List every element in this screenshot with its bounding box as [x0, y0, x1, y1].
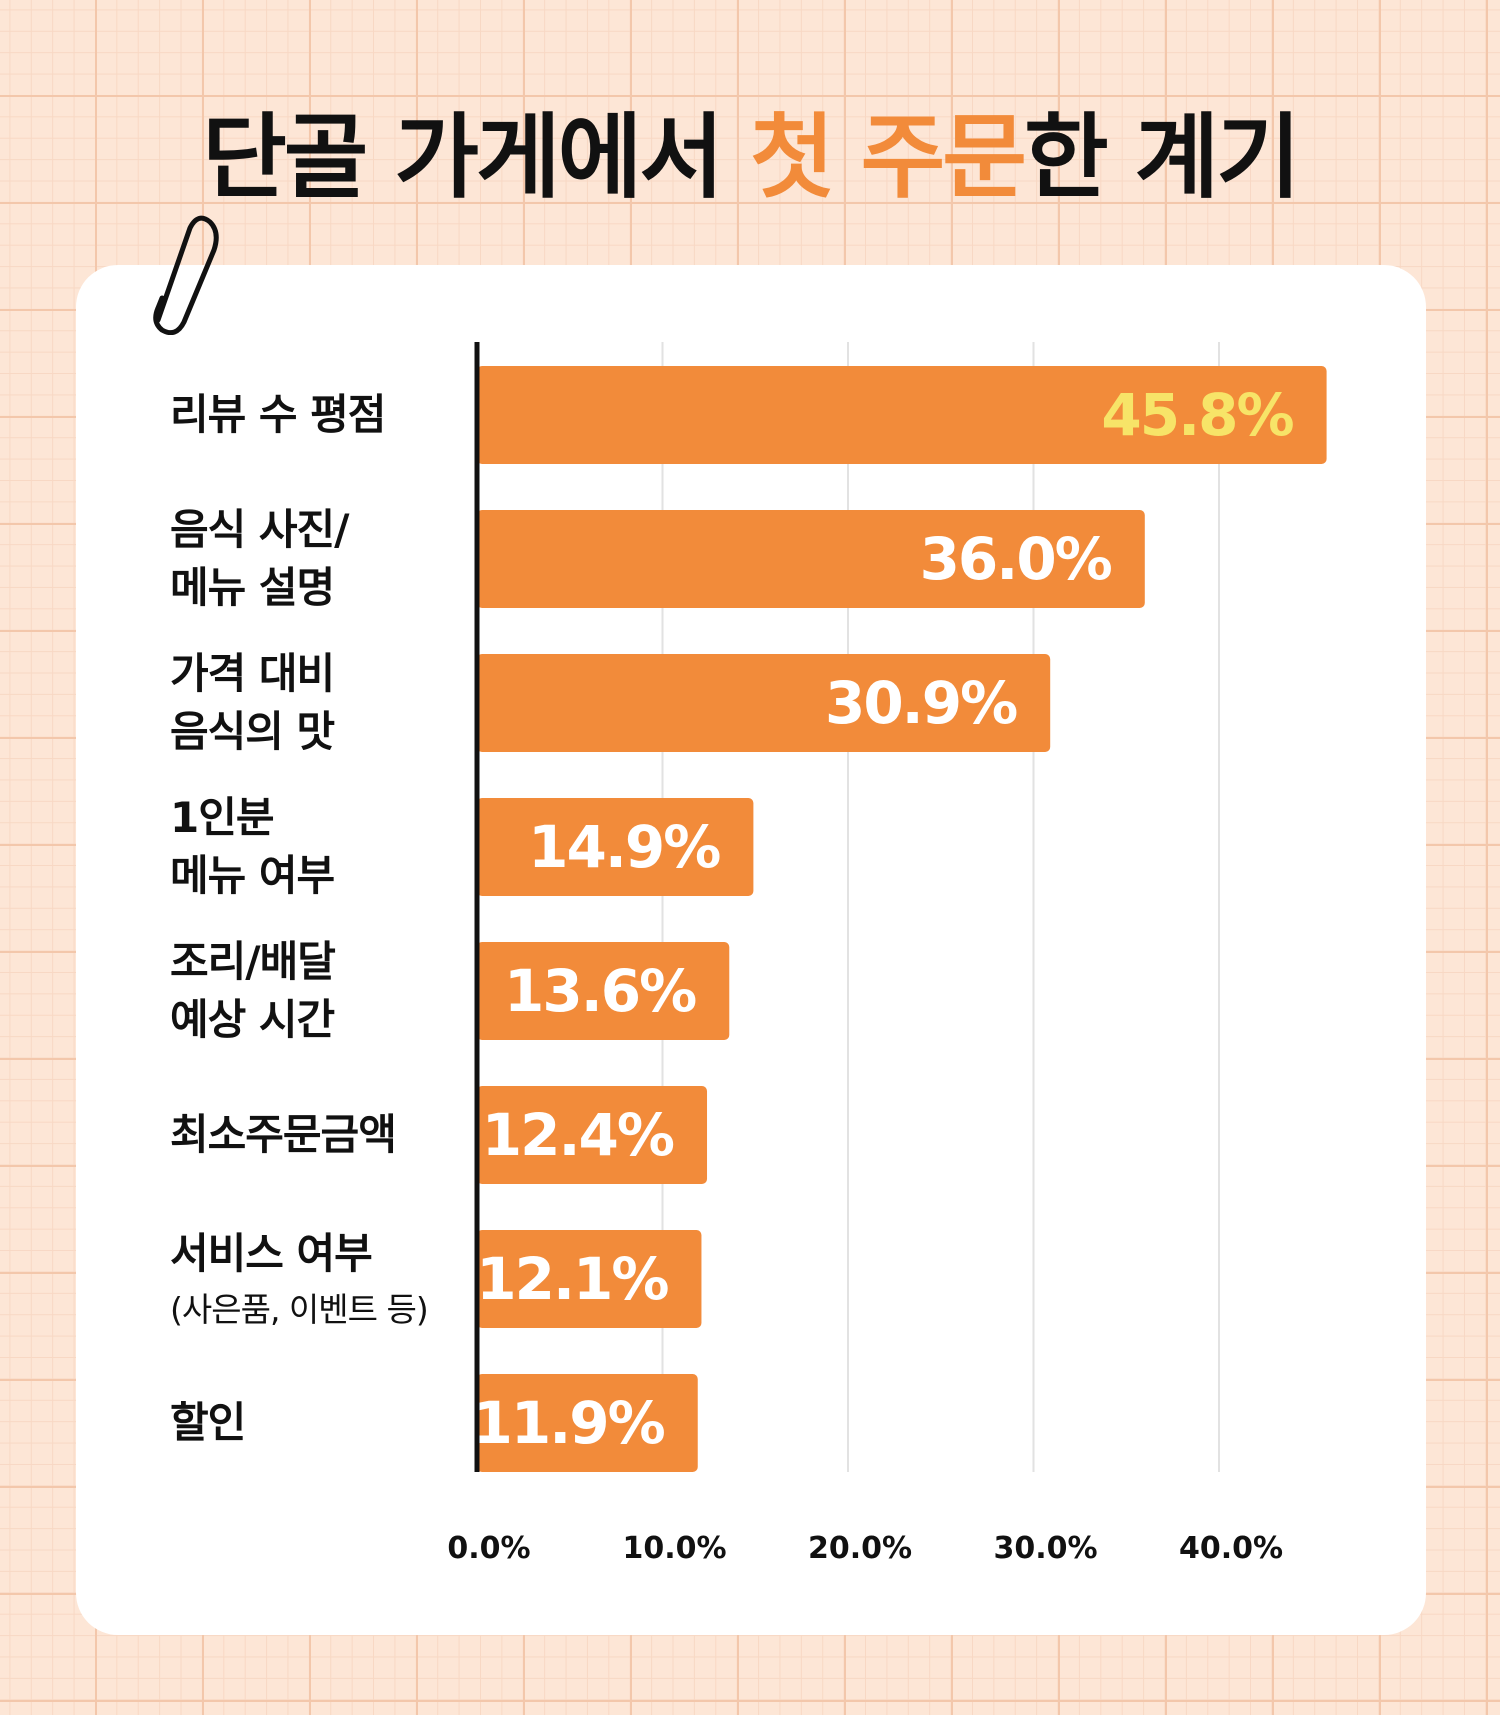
- x-tick-label: 40.0%: [1179, 1531, 1283, 1566]
- category-label-line: 조리/배달: [170, 937, 336, 986]
- category-label-line: 가격 대비: [170, 649, 335, 698]
- data-label: 30.9%: [825, 669, 1017, 737]
- category-label: 음식 사진/메뉴 설명: [170, 501, 350, 617]
- bar: [477, 942, 730, 1040]
- bar: [477, 798, 754, 896]
- category-label-line: 음식 사진/: [170, 505, 350, 554]
- paperclip-icon: [153, 215, 219, 335]
- bar: [477, 654, 1051, 752]
- x-tick-label: 30.0%: [993, 1531, 1097, 1566]
- x-tick-label: 0.0%: [447, 1531, 530, 1566]
- bar: [477, 366, 1327, 464]
- x-tick-label: 10.0%: [622, 1531, 726, 1566]
- category-label-line: 메뉴 여부: [170, 851, 335, 900]
- title-part-2: 한 계기: [1023, 104, 1301, 211]
- category-label-line: 리뷰 수 평점: [170, 390, 386, 439]
- title-highlight: 첫 주문: [750, 104, 1027, 211]
- data-label: 36.0%: [920, 525, 1112, 593]
- data-label: 11.9%: [473, 1389, 665, 1457]
- category-label-line: 음식의 맛: [170, 707, 335, 756]
- category-label: 서비스 여부 (사은품, 이벤트 등): [170, 1225, 429, 1333]
- data-label: 12.1%: [476, 1245, 668, 1313]
- bar: [477, 1086, 708, 1184]
- category-label: 리뷰 수 평점: [170, 386, 386, 444]
- category-label: 할인: [170, 1394, 246, 1452]
- chart-title: 단골 가게에서 첫 주문한 계기: [0, 112, 1500, 204]
- category-label-line: (사은품, 이벤트 등): [170, 1290, 429, 1329]
- category-label-line: 최소주문금액: [170, 1110, 397, 1159]
- x-tick-label: 20.0%: [808, 1531, 912, 1566]
- data-label: 13.6%: [504, 957, 696, 1025]
- data-label: 12.4%: [482, 1101, 674, 1169]
- data-label: 45.8%: [1101, 381, 1293, 449]
- bar: [477, 1374, 698, 1472]
- title-part-1: 단골 가게에서: [202, 104, 750, 211]
- data-label: 14.9%: [528, 813, 720, 881]
- bar: [477, 510, 1145, 608]
- category-label-line: 1인분: [170, 793, 275, 842]
- category-label-line: 서비스 여부: [170, 1229, 373, 1278]
- category-label-line: 메뉴 설명: [170, 563, 335, 612]
- chart-card: [76, 265, 1426, 1635]
- category-label: 최소주문금액: [170, 1106, 397, 1164]
- category-label-line: 할인: [170, 1398, 246, 1447]
- category-label-line: 예상 시간: [170, 995, 335, 1044]
- bar: [477, 1230, 702, 1328]
